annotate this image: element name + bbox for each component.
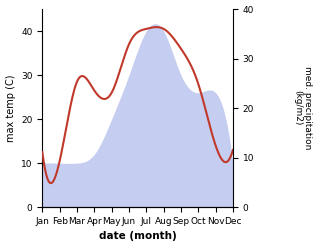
Y-axis label: max temp (C): max temp (C) [5,74,16,142]
X-axis label: date (month): date (month) [99,231,176,242]
Y-axis label: med. precipitation
(kg/m2): med. precipitation (kg/m2) [293,66,313,150]
